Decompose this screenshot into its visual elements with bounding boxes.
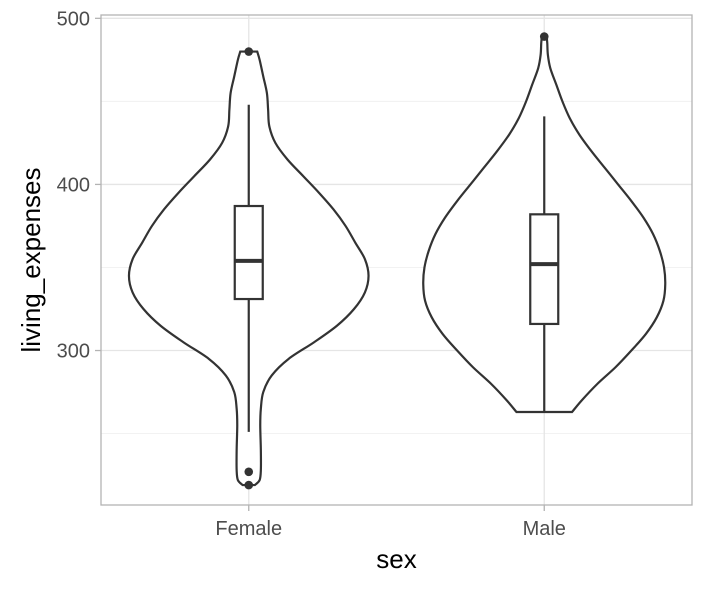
y-tick-label: 300 (57, 341, 90, 363)
outlier-point (539, 32, 549, 41)
y-tick-label: 500 (57, 8, 90, 30)
x-tick-label: Female (215, 518, 282, 540)
y-tick-label: 400 (57, 174, 90, 196)
violins (127, 35, 667, 487)
outlier-point (244, 47, 254, 56)
x-tick-label: Male (523, 518, 566, 540)
outliers (244, 32, 549, 490)
x-axis-title: sex (376, 544, 416, 574)
outlier-point (244, 480, 254, 490)
box-female (233, 204, 264, 301)
outlier-point (244, 467, 254, 477)
boxplots (233, 104, 560, 432)
tick-labels: 300 400 500 Female Male (57, 8, 566, 540)
box-male (529, 213, 560, 326)
panel-border (100, 14, 693, 506)
axis-ticks (95, 17, 545, 511)
y-axis-title: living_expenses (16, 167, 46, 352)
